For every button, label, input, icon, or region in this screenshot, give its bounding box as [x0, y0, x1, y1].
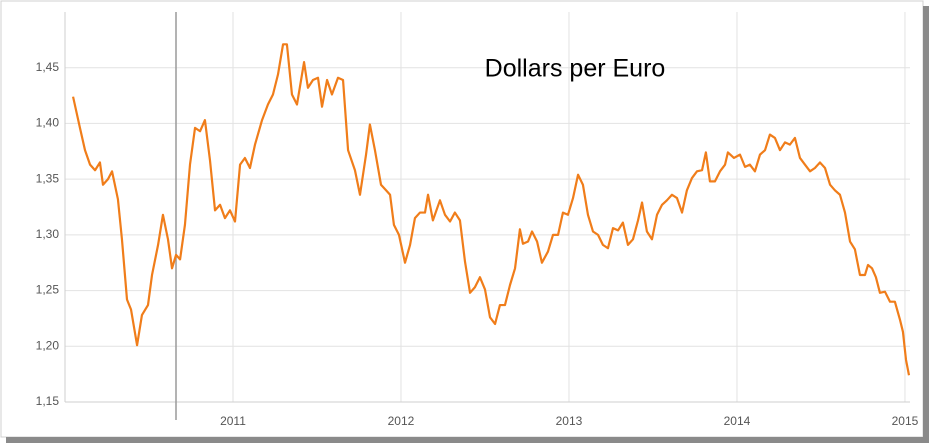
y-tick-label: 1,25	[36, 283, 60, 297]
data-line	[71, 43, 911, 376]
x-tick-label: 2013	[556, 414, 583, 428]
x-tick-label: 2011	[220, 414, 246, 428]
x-tick-label: 2014	[724, 414, 751, 428]
x-tick-label: 2012	[388, 414, 415, 428]
y-tick-label: 1,20	[36, 338, 60, 352]
y-tick-label: 1,15	[36, 394, 60, 408]
plot	[71, 43, 911, 376]
frame-shadow	[6, 437, 929, 443]
y-tick-label: 1,30	[36, 227, 60, 241]
frame-shadow	[923, 6, 929, 442]
chart-title: Dollars per Euro	[485, 55, 666, 83]
y-tick-label: 1,45	[36, 60, 60, 74]
frame	[0, 0, 924, 438]
y-tick-label: 1,35	[36, 171, 60, 185]
x-tick-label: 2015	[892, 414, 919, 428]
y-tick-label: 1,40	[36, 116, 60, 130]
